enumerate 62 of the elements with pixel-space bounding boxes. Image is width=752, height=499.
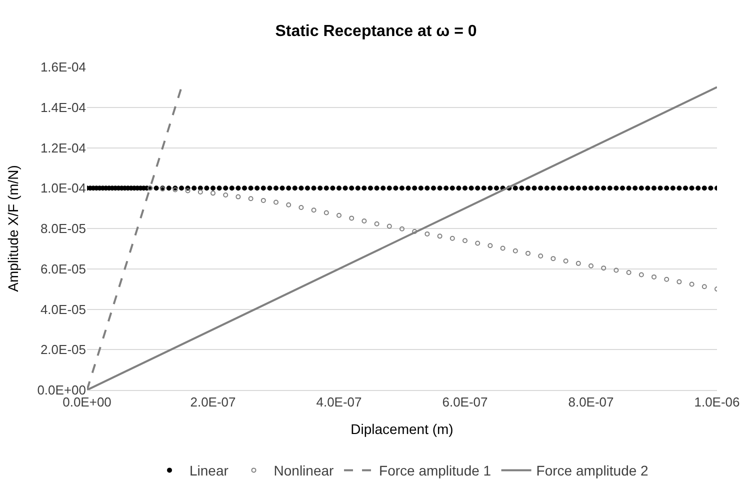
point bbox=[374, 221, 380, 226]
y-tick-label: 1.0E-04 bbox=[40, 180, 86, 196]
point bbox=[500, 246, 506, 251]
point bbox=[702, 284, 707, 290]
point bbox=[626, 270, 632, 276]
point bbox=[349, 216, 354, 221]
point bbox=[400, 226, 404, 232]
y-tick-label: 6.0E-05 bbox=[40, 261, 86, 276]
y-tick-label: 1.6E-04 bbox=[40, 60, 86, 75]
point bbox=[475, 240, 480, 246]
point bbox=[526, 250, 530, 256]
point bbox=[260, 198, 266, 203]
point bbox=[336, 212, 342, 218]
legend-label: Nonlinear bbox=[274, 462, 334, 479]
point bbox=[286, 202, 292, 208]
point bbox=[450, 236, 455, 241]
y-tick-label: 2.0E-05 bbox=[40, 342, 86, 358]
point bbox=[488, 243, 493, 248]
point bbox=[614, 268, 619, 273]
point bbox=[185, 188, 190, 194]
x-tick-label: 2.0E-07 bbox=[190, 394, 236, 410]
point bbox=[563, 258, 568, 264]
point bbox=[538, 253, 544, 258]
point bbox=[601, 266, 606, 271]
point bbox=[362, 218, 367, 224]
point bbox=[462, 238, 468, 244]
point bbox=[576, 260, 581, 266]
x-tick-label: 6.0E-07 bbox=[442, 394, 488, 410]
point bbox=[424, 231, 430, 236]
point bbox=[210, 190, 216, 196]
point bbox=[412, 229, 418, 234]
point bbox=[664, 276, 670, 282]
y-tick-label: 1.4E-04 bbox=[40, 100, 86, 115]
point bbox=[248, 196, 254, 202]
y-tick-label: 4.0E-05 bbox=[40, 302, 86, 317]
point bbox=[324, 210, 329, 216]
point bbox=[298, 205, 304, 210]
chart-title: Static Receptance at ω = 0 bbox=[275, 23, 477, 40]
x-tick-label: 8.0E-07 bbox=[568, 394, 614, 410]
legend-label: Linear bbox=[190, 462, 229, 479]
point bbox=[550, 256, 556, 262]
point bbox=[236, 194, 241, 200]
point bbox=[588, 263, 594, 268]
y-axis-title: Amplitude X/F (m/N) bbox=[4, 165, 21, 292]
y-tick-label: 1.2E-04 bbox=[40, 140, 86, 156]
point bbox=[689, 282, 694, 287]
x-axis-title: Diplacement (m) bbox=[350, 420, 454, 437]
point bbox=[311, 208, 316, 213]
y-tick-label: 8.0E-05 bbox=[40, 221, 86, 236]
point bbox=[198, 189, 203, 194]
point bbox=[386, 224, 392, 229]
legend-label: Force amplitude 2 bbox=[536, 462, 649, 479]
point bbox=[223, 192, 228, 198]
point bbox=[437, 234, 442, 239]
legend-label: Force amplitude 1 bbox=[379, 462, 492, 479]
point bbox=[676, 279, 682, 284]
point bbox=[512, 248, 518, 254]
point bbox=[652, 274, 656, 280]
point bbox=[274, 200, 278, 205]
point bbox=[638, 272, 644, 278]
x-tick-label: 4.0E-07 bbox=[316, 394, 362, 410]
x-tick-label: 1.0E-06 bbox=[694, 394, 740, 410]
